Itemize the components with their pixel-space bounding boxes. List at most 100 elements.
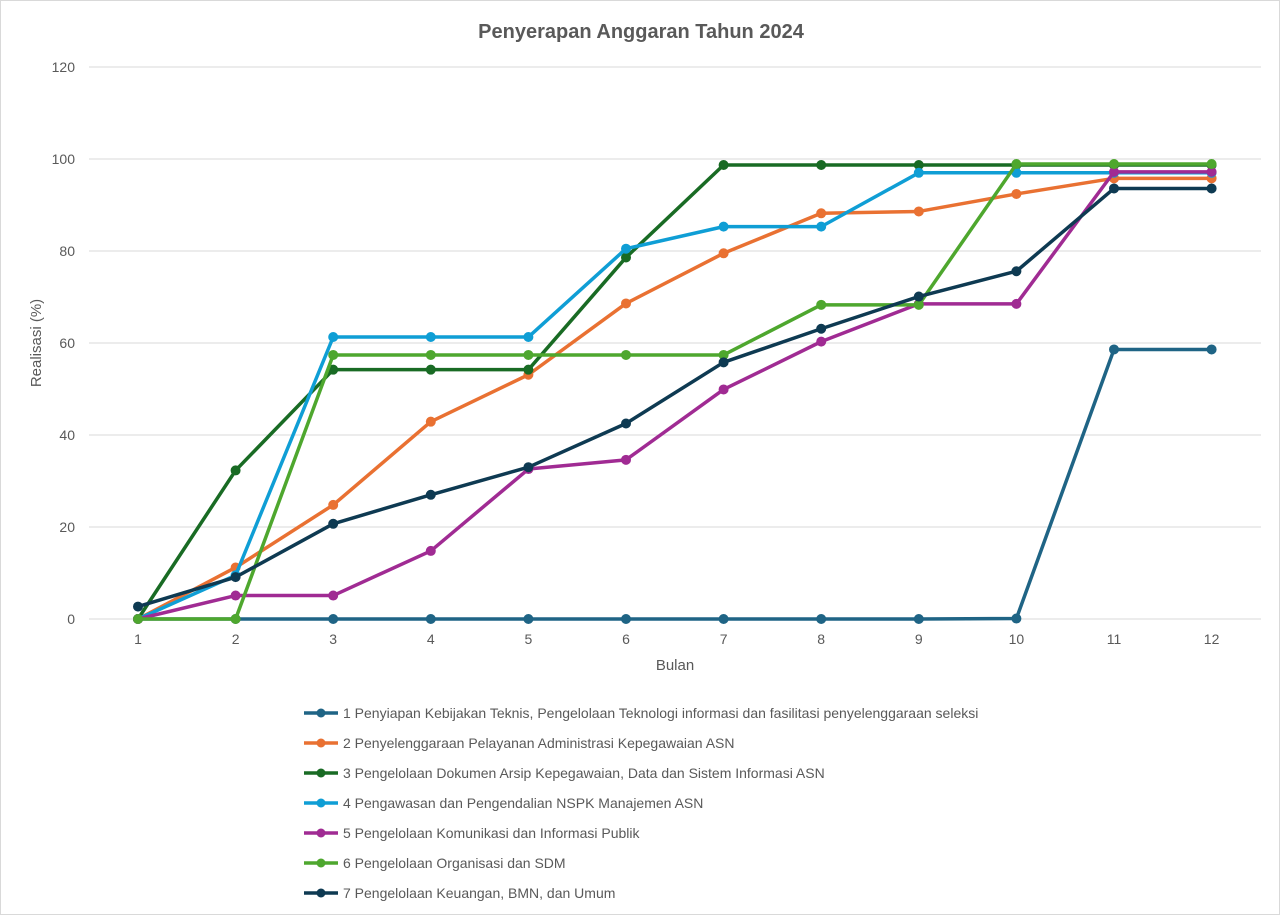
x-tick-label: 7 — [720, 631, 728, 647]
data-point — [718, 384, 729, 395]
legend-swatch-marker — [316, 858, 326, 868]
legend-swatch-marker — [316, 828, 326, 838]
data-point — [328, 349, 339, 360]
data-point — [816, 208, 827, 219]
legend-item: 2 Penyelenggaraan Pelayanan Administrasi… — [304, 735, 735, 751]
data-point — [913, 206, 924, 217]
legend-item: 4 Pengawasan dan Pengendalian NSPK Manaj… — [304, 795, 703, 811]
data-point — [425, 364, 436, 375]
x-tick-label: 11 — [1107, 631, 1122, 647]
series-5 — [133, 166, 1217, 624]
data-point — [718, 357, 729, 368]
x-tick-label: 1 — [134, 631, 142, 647]
data-point — [1011, 266, 1022, 277]
data-point — [1011, 188, 1022, 199]
data-point — [1206, 183, 1217, 194]
data-point — [1109, 159, 1119, 170]
data-point — [1011, 613, 1022, 624]
x-tick-label: 9 — [915, 631, 923, 647]
y-axis-ticks: 0 20 40 60 80 100 120 — [52, 59, 76, 627]
data-point — [621, 298, 631, 309]
series-6 — [133, 159, 1217, 624]
y-tick-label: 40 — [59, 427, 75, 443]
data-point — [1011, 298, 1022, 309]
chart-title: Penyerapan Anggaran Tahun 2024 — [478, 21, 805, 43]
data-point — [328, 518, 339, 529]
series-line — [136, 347, 1214, 621]
legend-swatch-marker — [316, 738, 326, 748]
data-point — [621, 614, 631, 624]
data-point — [621, 252, 631, 263]
data-point — [718, 248, 729, 259]
y-axis-title: Realisasi (%) — [28, 299, 45, 387]
data-point — [328, 332, 339, 343]
data-point — [133, 614, 143, 624]
data-point — [230, 590, 241, 601]
data-point — [1109, 344, 1119, 355]
gridlines — [89, 66, 1261, 620]
data-point — [523, 332, 534, 343]
data-point — [425, 332, 436, 343]
x-axis-title: Bulan — [656, 657, 694, 674]
data-point — [621, 243, 631, 254]
y-tick-label: 120 — [52, 59, 76, 75]
x-tick-label: 10 — [1009, 631, 1025, 647]
data-point — [816, 323, 827, 334]
legend-label: 1 Penyiapan Kebijakan Teknis, Pengelolaa… — [343, 705, 978, 721]
data-point — [523, 462, 534, 473]
legend-item: 7 Pengelolaan Keuangan, BMN, dan Umum — [304, 885, 615, 901]
data-point — [425, 416, 436, 427]
data-point — [425, 614, 436, 624]
y-tick-label: 0 — [67, 611, 75, 627]
data-point — [230, 572, 241, 583]
data-point — [1109, 183, 1119, 194]
data-point — [913, 167, 924, 178]
data-point — [425, 349, 436, 360]
series-line — [136, 171, 1214, 621]
legend-label: 3 Pengelolaan Dokumen Arsip Kepegawaian,… — [343, 765, 825, 781]
data-point — [523, 349, 534, 360]
data-point — [718, 614, 729, 624]
legend-swatch-marker — [316, 708, 326, 718]
series-line — [136, 162, 1214, 621]
data-point — [718, 159, 729, 170]
data-point — [816, 614, 827, 624]
y-tick-label: 100 — [52, 151, 76, 167]
data-point — [816, 221, 827, 232]
legend-item: 3 Pengelolaan Dokumen Arsip Kepegawaian,… — [304, 765, 825, 781]
legend-item: 1 Penyiapan Kebijakan Teknis, Pengelolaa… — [304, 705, 978, 721]
data-point — [913, 299, 924, 310]
legend-item: 5 Pengelolaan Komunikasi dan Informasi P… — [304, 825, 641, 841]
data-point — [621, 349, 631, 360]
data-point — [523, 614, 534, 624]
x-axis-ticks: 1 2 3 4 5 6 7 8 9 10 11 12 — [134, 631, 1219, 647]
series-lines — [133, 159, 1217, 624]
data-point — [718, 221, 729, 232]
data-point — [230, 614, 241, 624]
x-tick-label: 4 — [427, 631, 435, 647]
legend-swatch-marker — [316, 798, 326, 808]
series-4 — [133, 167, 1217, 624]
legend-label: 7 Pengelolaan Keuangan, BMN, dan Umum — [343, 885, 615, 901]
legend-label: 2 Penyelenggaraan Pelayanan Administrasi… — [343, 735, 735, 751]
legend-label: 5 Pengelolaan Komunikasi dan Informasi P… — [343, 825, 641, 841]
x-tick-label: 12 — [1204, 631, 1220, 647]
series-7 — [133, 183, 1217, 612]
legend: 1 Penyiapan Kebijakan Teknis, Pengelolaa… — [304, 705, 978, 901]
x-tick-label: 6 — [622, 631, 630, 647]
legend-swatch-marker — [316, 888, 326, 898]
data-point — [913, 291, 924, 302]
x-tick-label: 2 — [232, 631, 240, 647]
series-line — [136, 170, 1214, 621]
legend-swatch-marker — [316, 768, 326, 778]
data-point — [1206, 344, 1217, 355]
data-point — [621, 418, 631, 429]
series-line — [136, 186, 1214, 609]
series-1 — [133, 344, 1217, 624]
y-tick-label: 80 — [59, 243, 75, 259]
data-point — [816, 336, 827, 347]
data-point — [523, 364, 534, 375]
data-point — [621, 454, 631, 465]
